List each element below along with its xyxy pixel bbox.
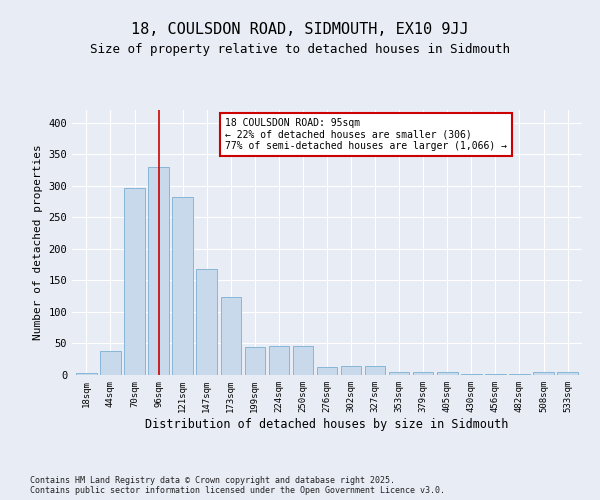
- Bar: [437, 372, 458, 375]
- Bar: [485, 374, 506, 375]
- Bar: [341, 366, 361, 375]
- Bar: [148, 167, 169, 375]
- Bar: [245, 347, 265, 375]
- Bar: [196, 269, 217, 375]
- X-axis label: Distribution of detached houses by size in Sidmouth: Distribution of detached houses by size …: [145, 418, 509, 430]
- Bar: [533, 372, 554, 375]
- Bar: [221, 297, 241, 375]
- Y-axis label: Number of detached properties: Number of detached properties: [33, 144, 43, 340]
- Bar: [172, 197, 193, 375]
- Bar: [76, 373, 97, 375]
- Text: Contains HM Land Registry data © Crown copyright and database right 2025.
Contai: Contains HM Land Registry data © Crown c…: [30, 476, 445, 495]
- Bar: [389, 372, 409, 375]
- Bar: [365, 366, 385, 375]
- Bar: [293, 346, 313, 375]
- Bar: [317, 367, 337, 375]
- Text: 18, COULSDON ROAD, SIDMOUTH, EX10 9JJ: 18, COULSDON ROAD, SIDMOUTH, EX10 9JJ: [131, 22, 469, 38]
- Bar: [269, 346, 289, 375]
- Bar: [413, 372, 433, 375]
- Text: Size of property relative to detached houses in Sidmouth: Size of property relative to detached ho…: [90, 42, 510, 56]
- Bar: [461, 374, 482, 375]
- Bar: [124, 188, 145, 375]
- Bar: [509, 374, 530, 375]
- Bar: [100, 351, 121, 375]
- Text: 18 COULSDON ROAD: 95sqm
← 22% of detached houses are smaller (306)
77% of semi-d: 18 COULSDON ROAD: 95sqm ← 22% of detache…: [225, 118, 507, 151]
- Bar: [557, 372, 578, 375]
